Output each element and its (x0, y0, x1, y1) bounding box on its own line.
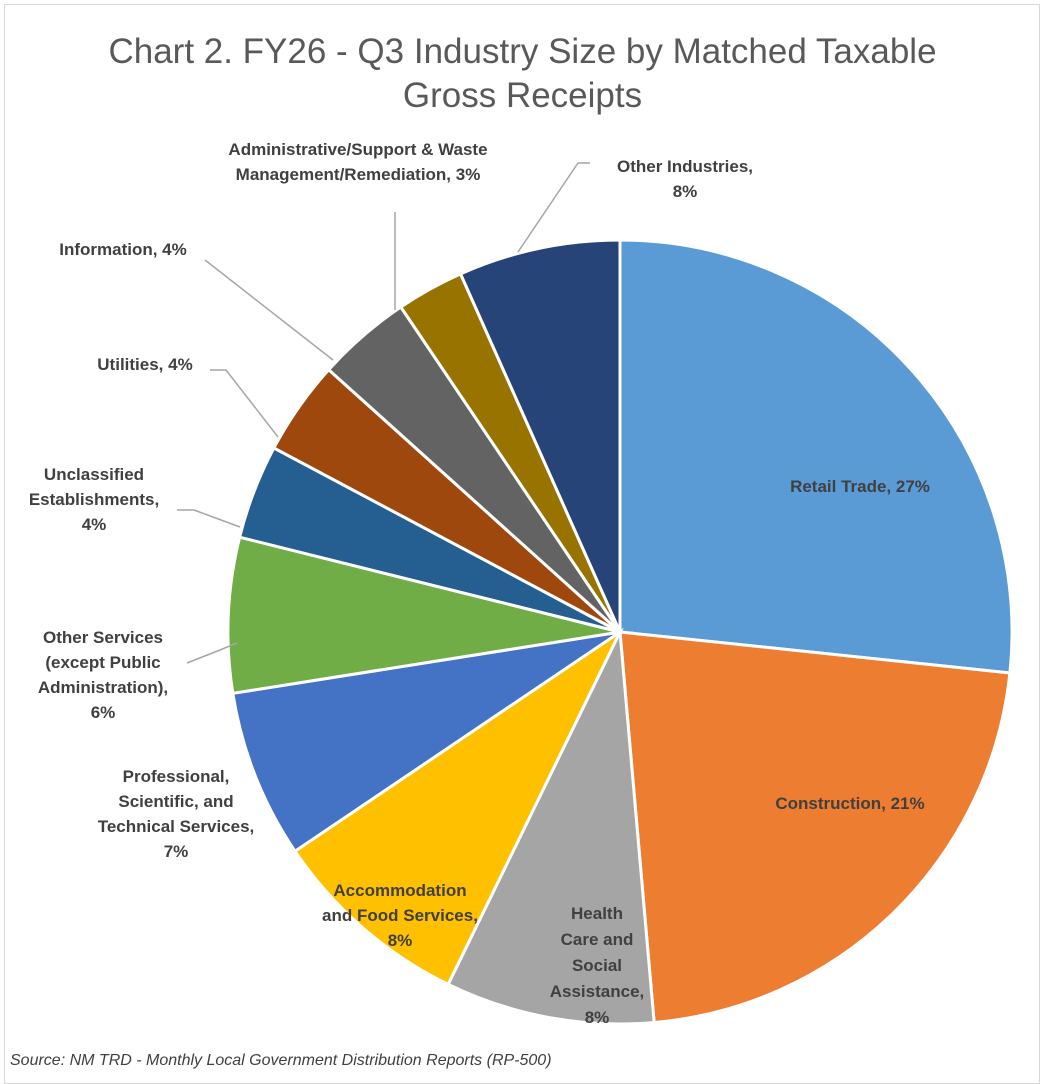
slice-label-utilities: Utilities, 4% (97, 355, 192, 374)
slice-label-line: Administration), (38, 678, 168, 697)
slice-label-line: and Food Services, (322, 906, 478, 925)
slice-label-line: Management/Remediation, 3% (236, 165, 481, 184)
pie-slice-retail-trade (618, 238, 1014, 675)
pie-slice-other-industries (458, 238, 622, 633)
slice-label-information: Information, 4% (59, 240, 187, 259)
slice-label-other-industries: Other Industries, 8% (617, 157, 753, 201)
leader-line-unclassified-establishments (177, 509, 241, 528)
pie-slice-other-services-except-public-administration (226, 535, 621, 696)
leader-line-information (204, 259, 334, 361)
chart-title: Chart 2. FY26 - Q3 Industry Size by Matc… (0, 30, 1045, 118)
slice-label-line: Information, 4% (59, 240, 187, 259)
slice-label-health-care-and-social-assistance: Health Care and Social Assistance, 8% (550, 904, 645, 1027)
slice-label-line: 8% (673, 182, 698, 201)
chart-title-line-2: Gross Receipts (402, 76, 643, 115)
pie-slice-health-care-and-social-assistance (446, 626, 656, 1026)
slice-label-line: Accommodation (333, 881, 466, 900)
slice-label-line: 7% (164, 842, 189, 861)
slice-label-line: Care and (561, 930, 634, 949)
pie-slice-professional-scientific-and-technical-services (231, 630, 621, 854)
slice-label-line: 8% (388, 931, 413, 950)
slice-label-line: Social (572, 956, 622, 975)
slice-label-line: Utilities, 4% (97, 355, 192, 374)
slice-label-line: Construction, 21% (775, 794, 924, 813)
slice-label-line: Health (571, 904, 623, 923)
slice-label-line: Professional, (123, 767, 230, 786)
chart-source: Source: NM TRD - Monthly Local Governmen… (10, 1052, 552, 1069)
leader-line-utilities (210, 369, 279, 438)
slice-label-other-services-except-public-administration: Other Services (except Public Administrati… (38, 628, 168, 722)
slice-label-construction: Construction, 21% (775, 794, 924, 813)
slice-label-line: Other Industries, (617, 157, 753, 176)
slice-label-line: Retail Trade, 27% (790, 477, 930, 496)
leader-line-other-industries (517, 162, 590, 253)
leader-line-other-services-except-public-administration (186, 642, 238, 664)
slice-label-line: (except Public (45, 653, 160, 672)
slice-label-professional-scientific-and-technical-services: Professional, Scientific, and Technical Se… (98, 767, 255, 861)
slice-label-line: Establishments, (29, 490, 159, 509)
slice-label-line: 8% (585, 1008, 610, 1027)
pie-slice-construction (618, 630, 1012, 1025)
slice-label-retail-trade: Retail Trade, 27% (790, 477, 930, 496)
slice-label-administrative-support-waste-management-remediation: Administrative/Support & Waste Management… (228, 140, 487, 184)
slice-label-line: 4% (82, 515, 107, 534)
slice-label-line: Assistance, (550, 982, 645, 1001)
slice-label-accommodation-and-food-services: Accommodation and Food Services, 8% (322, 881, 478, 950)
pie-slice-accommodation-and-food-services (292, 627, 624, 987)
slice-label-line: 6% (91, 703, 116, 722)
slice-label-line: Other Services (43, 628, 163, 647)
slice-label-unclassified-establishments: Unclassified Establishments, 4% (29, 465, 159, 534)
slice-label-line: Administrative/Support & Waste (228, 140, 487, 159)
chart-title-line-1: Chart 2. FY26 - Q3 Industry Size by Matc… (108, 32, 937, 71)
slice-label-line: Scientific, and (118, 792, 233, 811)
slice-label-line: Technical Services, (98, 817, 255, 836)
slice-label-line: Unclassified (44, 465, 144, 484)
